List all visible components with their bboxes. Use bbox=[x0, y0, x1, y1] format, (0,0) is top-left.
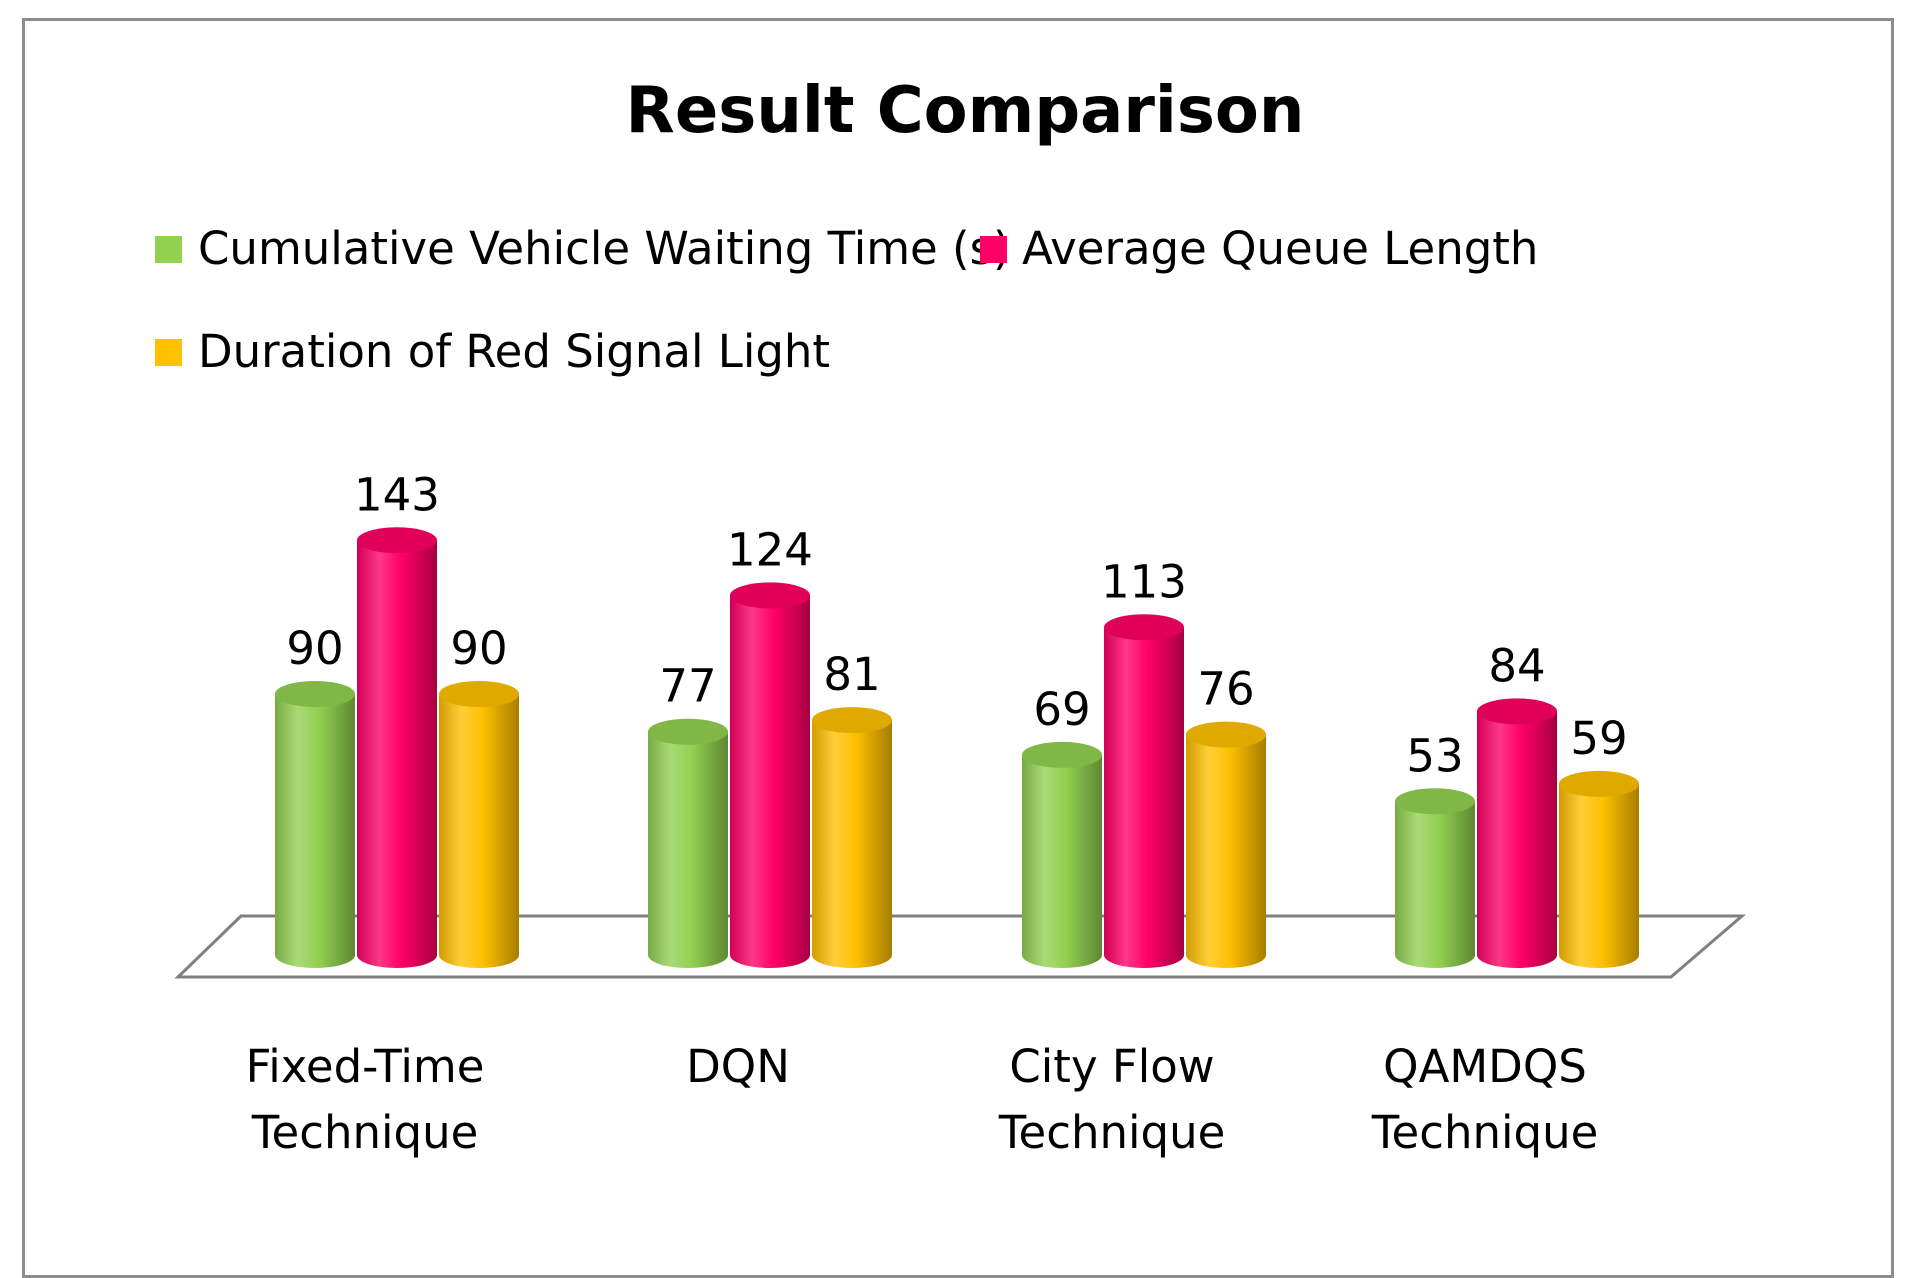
category-label-1: DQN bbox=[686, 1040, 790, 1093]
bar-red-signal-1 bbox=[812, 707, 892, 968]
legend-swatch-waiting-time bbox=[155, 236, 182, 263]
category-label-line: City Flow bbox=[1009, 1040, 1214, 1093]
bar-top bbox=[1104, 614, 1184, 641]
value-label-waiting-time-2: 69 bbox=[1033, 683, 1090, 736]
category-label-line: Technique bbox=[251, 1106, 479, 1159]
bar-top bbox=[357, 527, 437, 554]
value-label-waiting-time-1: 77 bbox=[659, 660, 716, 713]
value-label-red-signal-1: 81 bbox=[823, 648, 880, 701]
legend-item-waiting-time: Cumulative Vehicle Waiting Time (s) bbox=[155, 222, 1011, 275]
bar-queue-length-2 bbox=[1104, 614, 1184, 968]
bar-queue-length-3 bbox=[1477, 698, 1557, 968]
bar-red-signal-2 bbox=[1186, 721, 1266, 968]
category-label-line: QAMDQS bbox=[1383, 1040, 1587, 1093]
bar-body bbox=[439, 694, 519, 968]
value-label-red-signal-3: 59 bbox=[1570, 712, 1627, 765]
bar-top bbox=[648, 718, 728, 745]
bar-top bbox=[812, 707, 892, 734]
legend-item-red-signal: Duration of Red Signal Light bbox=[155, 325, 830, 378]
category-label-line: Technique bbox=[1371, 1106, 1599, 1159]
bar-body bbox=[357, 540, 437, 968]
legend-item-queue-length: Average Queue Length bbox=[980, 222, 1538, 275]
bar-body bbox=[1022, 754, 1102, 968]
bar-top bbox=[275, 681, 355, 707]
bar-body bbox=[730, 595, 810, 968]
bar-body bbox=[812, 720, 892, 968]
bar-top bbox=[730, 582, 810, 609]
legend-label-waiting-time: Cumulative Vehicle Waiting Time (s) bbox=[198, 222, 1011, 275]
legend-swatch-red-signal bbox=[155, 339, 182, 366]
category-label-2: City Flow Technique bbox=[998, 1040, 1226, 1159]
bar-queue-length-1 bbox=[730, 582, 810, 968]
bar-body bbox=[1477, 711, 1557, 968]
legend-label-red-signal: Duration of Red Signal Light bbox=[198, 325, 830, 378]
value-label-waiting-time-0: 90 bbox=[286, 622, 343, 675]
value-label-red-signal-2: 76 bbox=[1197, 663, 1254, 716]
value-label-queue-length-2: 113 bbox=[1101, 555, 1187, 608]
bar-top bbox=[1022, 741, 1102, 768]
bar-body bbox=[275, 694, 355, 968]
bar-body bbox=[1559, 783, 1639, 968]
bar-body bbox=[1104, 627, 1184, 968]
bar-top bbox=[1186, 721, 1266, 748]
value-labels-layer: 90 143 90 77 124 81 69 113 76 53 84 59 bbox=[286, 468, 1627, 782]
category-label-3: QAMDQS Technique bbox=[1371, 1040, 1599, 1159]
category-labels-layer: Fixed-Time Technique DQN City Flow Technique… bbox=[246, 1040, 1599, 1159]
bar-red-signal-3 bbox=[1559, 770, 1639, 968]
category-label-line: Fixed-Time bbox=[246, 1040, 485, 1093]
category-label-line: DQN bbox=[686, 1040, 790, 1093]
bar-top bbox=[1477, 698, 1557, 725]
legend-label-queue-length: Average Queue Length bbox=[1022, 222, 1538, 275]
chart-title: Result Comparison bbox=[626, 74, 1305, 148]
bar-body bbox=[1395, 801, 1475, 968]
bar-top bbox=[1559, 770, 1639, 797]
legend-swatch-queue-length bbox=[980, 236, 1007, 263]
bar-waiting-time-2 bbox=[1022, 741, 1102, 968]
value-label-queue-length-0: 143 bbox=[354, 468, 440, 521]
bar-top bbox=[439, 681, 519, 707]
value-label-queue-length-1: 124 bbox=[727, 523, 813, 576]
bar-body bbox=[1186, 734, 1266, 968]
value-label-queue-length-3: 84 bbox=[1488, 639, 1545, 692]
bar-waiting-time-0 bbox=[275, 681, 355, 968]
category-label-0: Fixed-Time Technique bbox=[246, 1040, 485, 1159]
bar-body bbox=[648, 731, 728, 968]
bar-red-signal-0 bbox=[439, 681, 519, 968]
bar-waiting-time-1 bbox=[648, 718, 728, 968]
category-label-line: Technique bbox=[998, 1106, 1226, 1159]
chart-frame bbox=[22, 18, 1894, 1278]
bar-queue-length-0 bbox=[357, 527, 437, 968]
legend: Cumulative Vehicle Waiting Time (s) Aver… bbox=[155, 222, 1538, 378]
value-label-waiting-time-3: 53 bbox=[1406, 729, 1463, 782]
bars-layer bbox=[275, 527, 1639, 968]
bar-top bbox=[1395, 788, 1475, 815]
value-label-red-signal-0: 90 bbox=[450, 622, 507, 675]
bar-waiting-time-3 bbox=[1395, 788, 1475, 968]
